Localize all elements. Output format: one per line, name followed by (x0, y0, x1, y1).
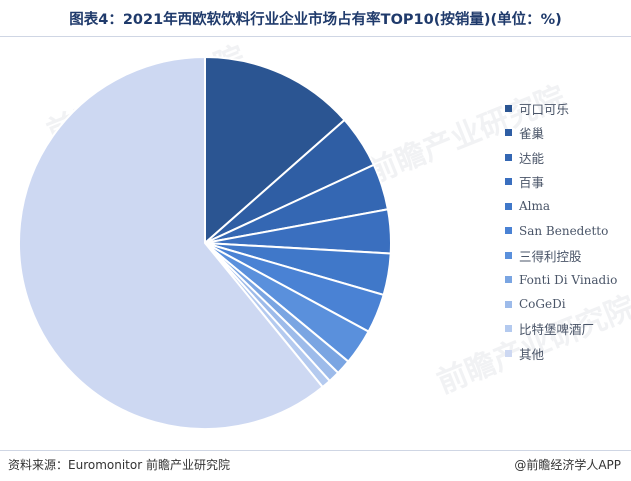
legend-item: Alma (505, 194, 617, 219)
legend-label: CoGeDi (519, 297, 566, 312)
credit-note: @前瞻经济学人APP (514, 458, 621, 472)
legend-label: Alma (519, 199, 551, 214)
legend-item: 百事 (505, 170, 617, 195)
legend-item: 比特堡啤酒厂 (505, 317, 617, 342)
legend-swatch (505, 202, 512, 210)
legend-item: 达能 (505, 145, 617, 170)
legend-item: 可口可乐 (505, 96, 617, 121)
legend-swatch (505, 251, 512, 259)
legend-label: 达能 (519, 150, 545, 166)
source-note: 资料来源：Euromonitor 前瞻产业研究院 (8, 458, 230, 472)
title-divider (0, 36, 631, 37)
legend-item: Fonti Di Vinadio (505, 268, 617, 293)
legend-item: San Benedetto (505, 219, 617, 244)
legend-label: 比特堡啤酒厂 (519, 322, 595, 338)
legend-swatch (505, 104, 512, 112)
legend-item: 其他 (505, 341, 617, 366)
legend-label: Fonti Di Vinadio (519, 272, 618, 287)
legend-swatch (505, 178, 512, 186)
legend-swatch (505, 129, 512, 137)
legend-item: 三得利控股 (505, 243, 617, 268)
pie-chart (18, 55, 392, 430)
legend-label: 三得利控股 (519, 248, 582, 264)
legend-label: 可口可乐 (519, 101, 570, 117)
legend-swatch (505, 227, 512, 235)
pie-slice-10 (18, 55, 325, 430)
footer-divider (0, 450, 631, 451)
chart-legend: 可口可乐雀巢达能百事 Alma San Benedetto 三得利控股 Fonti Di… (505, 96, 617, 366)
legend-item: 雀巢 (505, 121, 617, 146)
legend-label: 雀巢 (519, 126, 545, 142)
legend-swatch (505, 349, 512, 357)
legend-label: 其他 (519, 346, 545, 362)
chart-title: 图表4：2021年西欧软饮料行业企业市场占有率TOP10(按销量)(单位：%) (69, 12, 562, 28)
legend-item: CoGeDi (505, 292, 617, 317)
legend-label: 百事 (519, 175, 545, 191)
legend-label: San Benedetto (519, 223, 609, 238)
legend-swatch (505, 300, 512, 308)
legend-swatch (505, 276, 512, 284)
legend-swatch (505, 325, 512, 333)
legend-swatch (505, 153, 512, 161)
pie-slice-0 (204, 55, 346, 246)
